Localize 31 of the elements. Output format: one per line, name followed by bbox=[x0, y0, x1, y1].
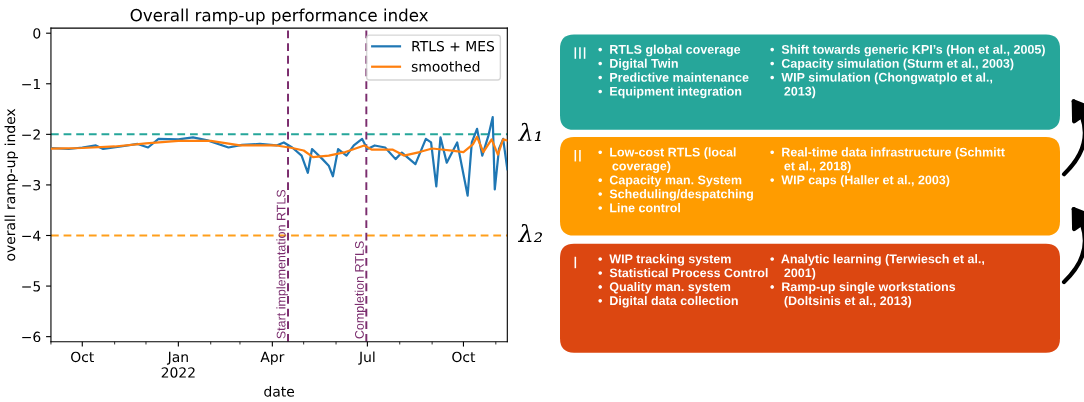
legend-label: RTLS + MES bbox=[412, 40, 495, 52]
y-tick-label: −1 bbox=[22, 78, 40, 90]
x-tick-label: Oct bbox=[71, 351, 94, 363]
category-label: I bbox=[574, 256, 577, 269]
legend-label: smoothed bbox=[411, 61, 480, 72]
text: • Shift towards generic KPI’s (Hon et al., 2005) • Capacity simulation (Sturm et al., 2003) • WIP simulation (Chongwatplo et al., 2013) bbox=[770, 44, 1045, 99]
y-tick-label: 0 bbox=[33, 28, 41, 39]
ref-line-label: Completion RTLS bbox=[354, 241, 367, 339]
chart-title: Overall ramp-up performance index bbox=[130, 8, 428, 25]
x-tick-label: Oct bbox=[452, 351, 476, 363]
y-tick-label: −6 bbox=[22, 331, 41, 343]
y-tick-label: −5 bbox=[22, 281, 41, 292]
line-series bbox=[50, 135, 508, 159]
y-tick-label: −2 bbox=[22, 129, 40, 140]
ref-line-label: λ₁ bbox=[517, 122, 541, 141]
text: • Low-cost RTLS (local coverage) • Capacity man. System • Scheduling/despatching • Line control bbox=[598, 147, 753, 213]
x-tick-label: Jan 2022 bbox=[161, 351, 195, 378]
y-axis-title: overall ramp-up index bbox=[4, 108, 18, 261]
text: • WIP tracking system • Statistical Process Control • Quality man. system • Digital data collection bbox=[598, 254, 768, 308]
x-axis-title: date bbox=[264, 385, 295, 397]
ref-line-label: λ₂ bbox=[517, 223, 543, 243]
y-tick-label: −3 bbox=[22, 179, 41, 191]
ref-line-label: Start implementation RTLS bbox=[276, 189, 289, 339]
x-tick-label: Jul bbox=[358, 351, 375, 365]
text: • RTLS global coverage • Digital Twin • Predictive maintenance • Equipment integration bbox=[598, 44, 749, 99]
y-tick-label: −4 bbox=[22, 230, 41, 241]
x-tick-label: Apr bbox=[260, 351, 285, 365]
category-label: III bbox=[574, 47, 586, 59]
category-label: II bbox=[574, 149, 581, 162]
text: • Real-time data infrastructure (Schmitt et al., 2018) • WIP caps (Haller et al., 2003) bbox=[770, 147, 1005, 187]
text: • Analytic learning (Terwiesch et al., 2001) • Ramp-up single workstations (Doltsinis et al., 2013) bbox=[770, 254, 985, 308]
